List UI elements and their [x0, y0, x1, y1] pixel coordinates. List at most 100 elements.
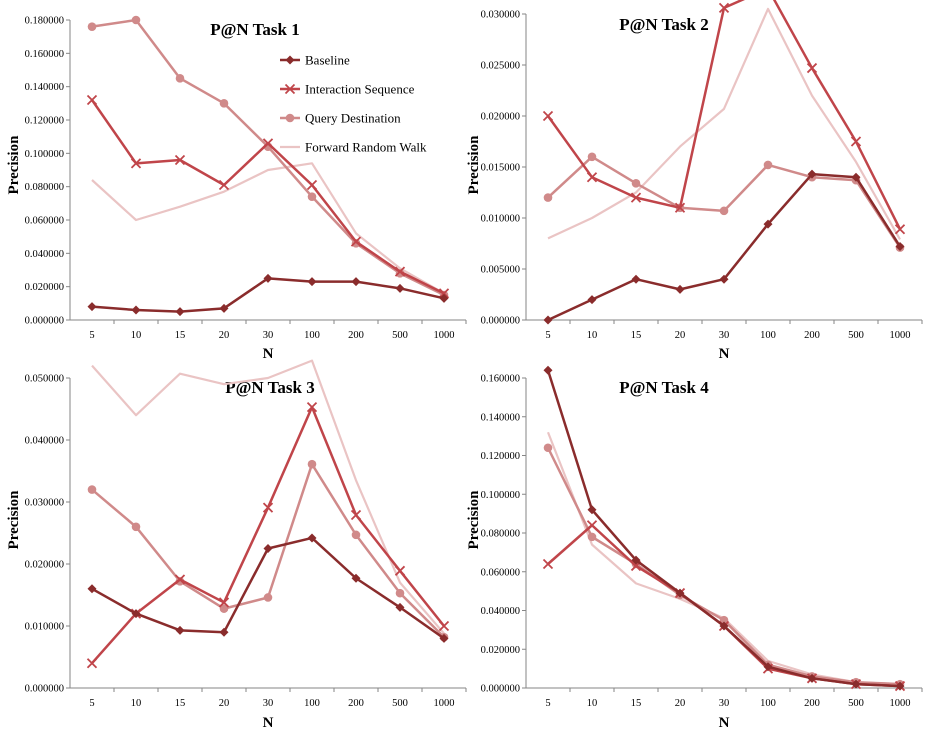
series-interaction — [542, 0, 906, 235]
data-point-baseline — [219, 303, 229, 313]
y-axis-label: Precision — [466, 135, 482, 195]
y-tick-label: 0.140000 — [481, 412, 520, 423]
x-tick-label: 10 — [587, 698, 598, 709]
data-point-interaction — [262, 502, 274, 513]
x-tick-label: 200 — [804, 330, 820, 341]
y-tick-label: 0.040000 — [25, 436, 64, 447]
data-point-baseline — [439, 293, 449, 303]
data-point-query — [719, 206, 729, 216]
data-point-baseline — [307, 277, 317, 287]
data-point-interaction — [586, 172, 598, 183]
y-tick-label: 0.060000 — [481, 567, 520, 578]
series-line-forward — [546, 431, 901, 686]
y-tick-label: 0.160000 — [25, 49, 64, 60]
data-point-baseline — [351, 573, 361, 583]
series-query — [543, 443, 905, 689]
x-tick-label: 1000 — [434, 698, 455, 709]
data-point-baseline — [719, 274, 729, 284]
data-point-query — [395, 588, 405, 598]
series-interaction — [86, 94, 450, 299]
data-point-query — [543, 193, 553, 202]
data-point-interaction — [438, 288, 450, 299]
series-interaction — [86, 402, 450, 669]
y-tick-label: 0.000000 — [481, 684, 520, 695]
y-tick-label: 0.080000 — [25, 182, 64, 193]
x-tick-label: 500 — [848, 330, 864, 341]
x-tick-label: 5 — [89, 330, 94, 341]
data-point-query — [175, 74, 185, 83]
x-axis-label: N — [719, 346, 730, 362]
data-point-interaction — [218, 179, 230, 191]
chart-legend: Baseline Interaction Sequence Query Destin… — [280, 53, 427, 155]
data-point-query — [307, 459, 317, 469]
y-tick-label: 0.005000 — [481, 265, 520, 276]
data-point-interaction — [306, 179, 318, 191]
y-tick-label: 0.060000 — [25, 216, 64, 227]
data-point-baseline — [675, 588, 685, 598]
series-line-interaction — [91, 405, 445, 665]
data-point-baseline — [131, 305, 141, 315]
data-point-baseline — [87, 584, 97, 594]
x-tick-label: 30 — [263, 330, 274, 341]
data-point-baseline — [895, 681, 905, 691]
y-tick-label: 0.010000 — [481, 214, 520, 225]
y-tick-label: 0.020000 — [481, 112, 520, 123]
x-tick-label: 20 — [675, 330, 686, 341]
data-point-interaction — [850, 136, 862, 147]
data-point-query — [631, 179, 641, 188]
data-point-query — [307, 192, 317, 201]
y-tick-label: 0.020000 — [25, 560, 64, 571]
data-point-interaction — [894, 224, 906, 235]
x-axis-label: N — [719, 715, 730, 731]
x-tick-label: 200 — [348, 330, 364, 341]
x-tick-label: 100 — [760, 330, 776, 341]
y-tick-label: 0.040000 — [481, 606, 520, 617]
chart-title: P@N Task 1 — [210, 20, 300, 39]
chart-title: P@N Task 4 — [619, 378, 709, 397]
y-tick-label: 0.120000 — [25, 116, 64, 127]
x-tick-label: 200 — [804, 698, 820, 709]
series-interaction — [542, 520, 906, 692]
data-point-interaction — [306, 402, 318, 413]
data-point-baseline — [587, 505, 597, 515]
y-tick-label: 0.100000 — [481, 490, 520, 501]
data-point-interaction — [542, 558, 554, 570]
x-tick-label: 1000 — [890, 698, 911, 709]
data-point-interaction — [174, 574, 186, 585]
data-point-interaction — [438, 620, 450, 632]
x-tick-label: 1000 — [434, 330, 455, 341]
data-point-interaction — [262, 138, 274, 149]
x-tick-label: 5 — [545, 698, 550, 709]
chart-panel-task-1: 0.000000 0.020000 0.040000 0.060000 0.080000… — [6, 15, 467, 362]
series-forward — [91, 162, 445, 295]
data-point-interaction — [806, 62, 818, 74]
data-point-query — [175, 577, 185, 586]
series-query — [87, 15, 449, 300]
series-line-baseline — [91, 536, 445, 640]
data-point-baseline — [219, 627, 229, 637]
series-line-baseline — [91, 277, 445, 313]
x-tick-label: 1000 — [890, 330, 911, 341]
data-point-query — [131, 522, 141, 532]
data-point-interaction — [542, 110, 554, 122]
data-point-baseline — [851, 172, 861, 182]
y-tick-label: 0.025000 — [481, 61, 520, 72]
data-point-query — [543, 443, 553, 453]
y-tick-label: 0.010000 — [25, 622, 64, 633]
data-point-interaction — [394, 565, 406, 576]
legend-marker-interaction — [284, 83, 296, 95]
data-point-baseline — [87, 302, 97, 312]
data-point-baseline — [131, 609, 141, 619]
data-point-query — [763, 160, 773, 170]
data-point-baseline — [543, 365, 553, 375]
x-tick-label: 500 — [392, 330, 408, 341]
data-point-baseline — [263, 544, 273, 553]
x-tick-label: 10 — [131, 698, 142, 709]
data-point-query — [219, 99, 229, 108]
data-point-baseline — [395, 283, 405, 293]
y-axis-label: Precision — [6, 135, 22, 195]
x-tick-label: 20 — [675, 698, 686, 709]
x-tick-label: 10 — [131, 330, 142, 341]
x-tick-label: 10 — [587, 330, 598, 341]
series-line-query — [546, 447, 901, 686]
